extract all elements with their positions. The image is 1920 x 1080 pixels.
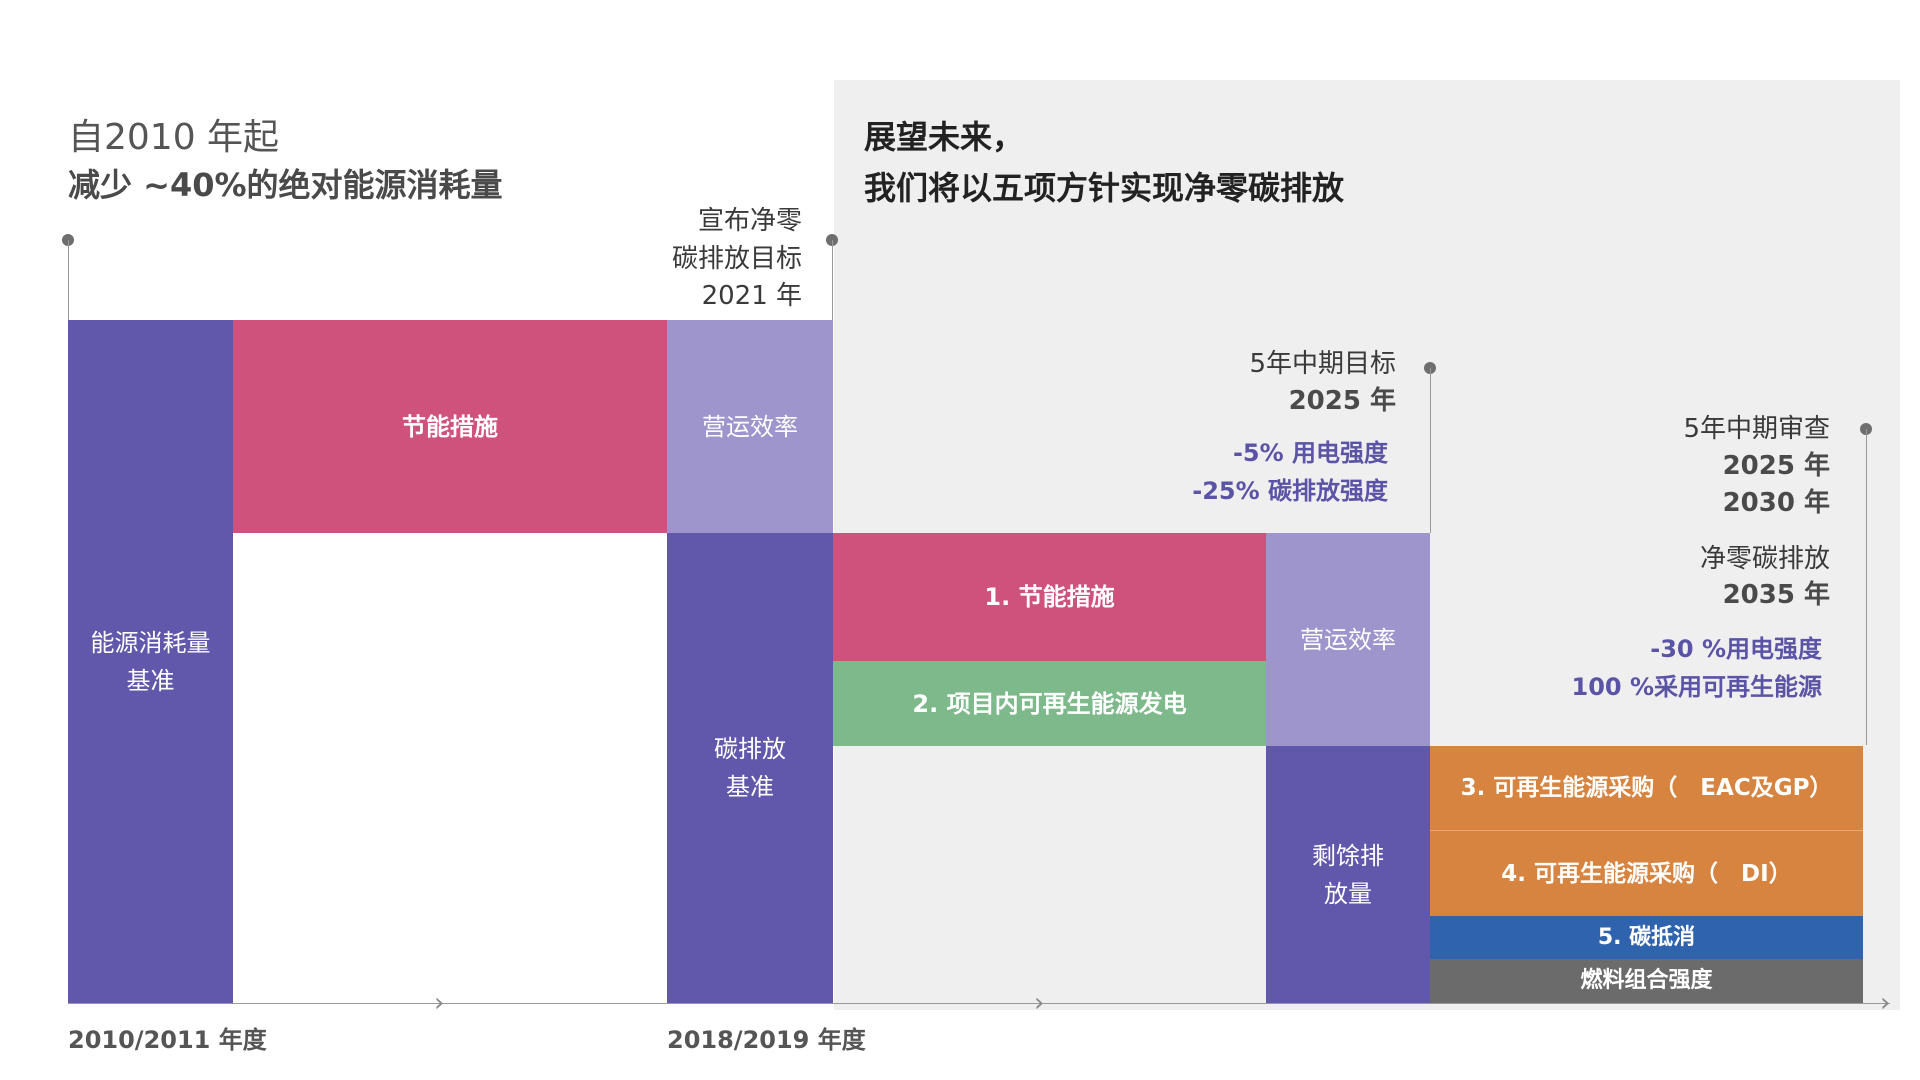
carbon-baseline-line2: 基准 <box>726 773 774 801</box>
item3-renewable-procurement-eac-block: 3. 可再生能源采购（ EAC及GP） <box>1430 746 1863 830</box>
timeline-line-2021 <box>832 240 833 320</box>
mid-review-line1: 5年中期审查 <box>1683 414 1830 444</box>
mid-review-line3: 2030 年 <box>1722 488 1830 518</box>
carbon-baseline-block: 碳排放 基准 <box>667 533 833 1003</box>
energy-saving-label: 节能措施 <box>402 412 498 441</box>
timeline-line-2025 <box>1430 368 1431 533</box>
mid-target-line2: 2025 年 <box>1288 386 1396 416</box>
mid-review-line2: 2025 年 <box>1722 451 1830 481</box>
mid-review-line4: 净零碳排放 <box>1699 544 1830 574</box>
axis-arrow-end-icon: › <box>1880 988 1891 1018</box>
x-axis-line <box>68 1003 1890 1004</box>
left-title-line2: 减少 ~40%的绝对能源消耗量 <box>68 166 503 204</box>
item4-renewable-procurement-di-block: 4. 可再生能源采购（ DI） <box>1430 831 1863 916</box>
carbon-baseline-line1: 碳排放 <box>714 735 786 763</box>
right-title-line2: 我们将以五项方针实现净零碳排放 <box>864 169 1345 207</box>
item1-label: 1. 节能措施 <box>984 583 1115 611</box>
item3-label: 3. 可再生能源采购（ EAC及GP） <box>1460 775 1833 801</box>
item2-onsite-renewable-block: 2. 项目内可再生能源发电 <box>833 661 1266 746</box>
mid-review-line5: 2035 年 <box>1722 580 1830 610</box>
axis-arrow-2-icon: › <box>1034 988 1045 1018</box>
mid-target-accent2: -25% 碳排放强度 <box>1192 477 1388 505</box>
item1-energy-saving-block: 1. 节能措施 <box>833 533 1266 661</box>
item4-label: 4. 可再生能源采购（ DI） <box>1501 860 1792 887</box>
energy-saving-block: 节能措施 <box>233 320 667 533</box>
mid-target-accent1: -5% 用电强度 <box>1232 439 1388 467</box>
timeline-line-review <box>1866 429 1867 745</box>
ops-efficiency-label-1: 营运效率 <box>702 412 798 441</box>
axis-arrow-1-icon: › <box>434 988 445 1018</box>
announce-line2: 碳排放目标 <box>671 244 802 274</box>
energy-baseline-block: 能源消耗量 基准 <box>68 320 233 1003</box>
fuel-mix-label: 燃料组合强度 <box>1580 968 1713 993</box>
item3-item4-divider <box>1430 830 1863 831</box>
energy-baseline-line2: 基准 <box>126 666 175 695</box>
left-title-line1: 自2010 年起 <box>68 117 280 158</box>
residual-line2: 放量 <box>1324 879 1372 908</box>
residual-emissions-block: 剩馀排 放量 <box>1266 746 1430 1003</box>
axis-label-2010: 2010/2011 年度 <box>68 1026 267 1054</box>
mid-review-accent2: 100 %采用可再生能源 <box>1571 673 1823 701</box>
announce-line1: 宣布净零 <box>697 206 802 236</box>
announce-line3: 2021 年 <box>701 281 802 311</box>
item2-label: 2. 项目内可再生能源发电 <box>912 689 1187 718</box>
fuel-mix-intensity-block: 燃料组合强度 <box>1430 959 1863 1003</box>
mid-review-accent1: -30 %用电强度 <box>1650 635 1822 663</box>
ops-efficiency-block-1: 营运效率 <box>667 320 833 533</box>
item5-label: 5. 碳抵消 <box>1597 924 1696 950</box>
timeline-line-start <box>68 240 69 320</box>
ops-efficiency-block-2: 营运效率 <box>1266 533 1430 746</box>
right-title-line1: 展望未来， <box>864 118 1025 156</box>
item5-carbon-offset-block: 5. 碳抵消 <box>1430 916 1863 959</box>
residual-line1: 剩馀排 <box>1312 841 1384 870</box>
ops-efficiency-label-2: 营运效率 <box>1300 625 1396 654</box>
energy-baseline-line1: 能源消耗量 <box>90 628 211 657</box>
axis-label-2018: 2018/2019 年度 <box>667 1026 866 1054</box>
mid-target-line1: 5年中期目标 <box>1249 349 1396 379</box>
